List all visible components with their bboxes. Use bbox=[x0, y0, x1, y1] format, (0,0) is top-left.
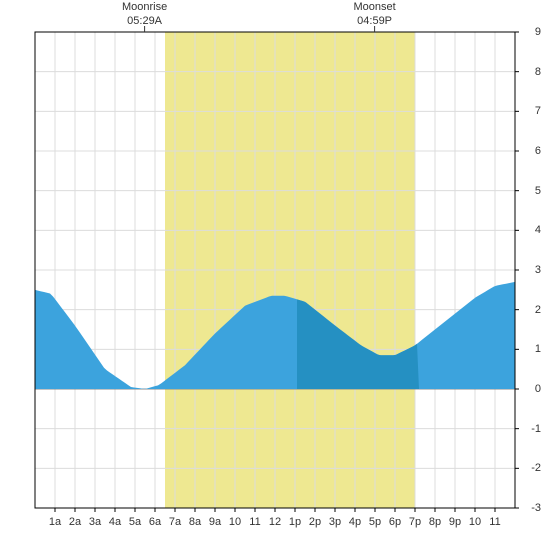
ytick--2: -2 bbox=[521, 462, 541, 474]
chart-svg bbox=[0, 0, 550, 550]
xtick-18: 6p bbox=[389, 516, 401, 528]
xtick-3: 3a bbox=[89, 516, 101, 528]
xtick-16: 4p bbox=[349, 516, 361, 528]
moonset-time: 04:59P bbox=[340, 14, 410, 28]
xtick-22: 10 bbox=[469, 516, 481, 528]
ytick-0: 0 bbox=[521, 383, 541, 395]
xtick-17: 5p bbox=[369, 516, 381, 528]
xtick-5: 5a bbox=[129, 516, 141, 528]
moonrise-title: Moonrise bbox=[110, 0, 180, 14]
xtick-1: 1a bbox=[49, 516, 61, 528]
tide-chart: Moonrise05:29AMoonset04:59P9876543210-1-… bbox=[0, 0, 550, 550]
ytick-9: 9 bbox=[521, 26, 541, 38]
ytick--3: -3 bbox=[521, 502, 541, 514]
xtick-14: 2p bbox=[309, 516, 321, 528]
ytick-6: 6 bbox=[521, 145, 541, 157]
xtick-20: 8p bbox=[429, 516, 441, 528]
ytick-1: 1 bbox=[521, 343, 541, 355]
xtick-4: 4a bbox=[109, 516, 121, 528]
moonset-label: Moonset04:59P bbox=[340, 0, 410, 29]
xtick-10: 10 bbox=[229, 516, 241, 528]
moonset-title: Moonset bbox=[340, 0, 410, 14]
moonrise-time: 05:29A bbox=[110, 14, 180, 28]
xtick-2: 2a bbox=[69, 516, 81, 528]
xtick-15: 3p bbox=[329, 516, 341, 528]
xtick-7: 7a bbox=[169, 516, 181, 528]
ytick--1: -1 bbox=[521, 423, 541, 435]
ytick-2: 2 bbox=[521, 304, 541, 316]
xtick-23: 11 bbox=[489, 516, 500, 528]
xtick-8: 8a bbox=[189, 516, 201, 528]
xtick-19: 7p bbox=[409, 516, 421, 528]
moonrise-label: Moonrise05:29A bbox=[110, 0, 180, 29]
ytick-7: 7 bbox=[521, 105, 541, 117]
xtick-6: 6a bbox=[149, 516, 161, 528]
ytick-8: 8 bbox=[521, 66, 541, 78]
ytick-4: 4 bbox=[521, 224, 541, 236]
xtick-13: 1p bbox=[289, 516, 301, 528]
xtick-12: 12 bbox=[269, 516, 281, 528]
ytick-3: 3 bbox=[521, 264, 541, 276]
ytick-5: 5 bbox=[521, 185, 541, 197]
xtick-9: 9a bbox=[209, 516, 221, 528]
xtick-11: 11 bbox=[249, 516, 260, 528]
xtick-21: 9p bbox=[449, 516, 461, 528]
